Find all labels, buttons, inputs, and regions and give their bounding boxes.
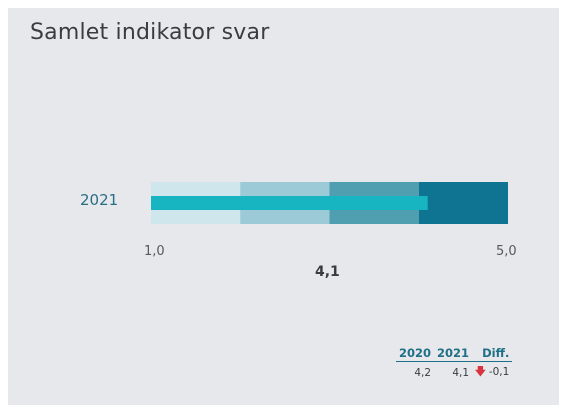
arrow-down-icon: 🡇 bbox=[475, 366, 486, 378]
bullet-chart bbox=[151, 182, 508, 224]
scale-min-label: 1,0 bbox=[144, 244, 165, 259]
header-diff: Diff. bbox=[472, 346, 513, 362]
value-2020: 4,2 bbox=[414, 367, 432, 379]
value-diff: -0,1 bbox=[488, 366, 510, 378]
header-2020: 2020 bbox=[396, 346, 435, 362]
value-2021: 4,1 bbox=[452, 367, 470, 379]
header-2021: 2021 bbox=[434, 346, 473, 362]
value-label: 4,1 bbox=[315, 264, 340, 280]
summary-table: 2020 2021 Diff. 4,2 4,1 🡇 -0,1 bbox=[396, 346, 513, 383]
range-band-4 bbox=[418, 182, 508, 224]
chart-title: Samlet indikator svar bbox=[30, 20, 270, 45]
indicator-card: Samlet indikator svar 2021 1,0 5,0 4,1 2… bbox=[8, 8, 559, 405]
value-diff-cell: 🡇 -0,1 bbox=[472, 362, 512, 383]
value-bar bbox=[151, 196, 428, 210]
category-label: 2021 bbox=[80, 191, 119, 209]
summary-value-row: 4,2 4,1 🡇 -0,1 bbox=[396, 362, 512, 383]
summary-header-row: 2020 2021 Diff. bbox=[396, 346, 513, 362]
scale-max-label: 5,0 bbox=[496, 244, 517, 259]
